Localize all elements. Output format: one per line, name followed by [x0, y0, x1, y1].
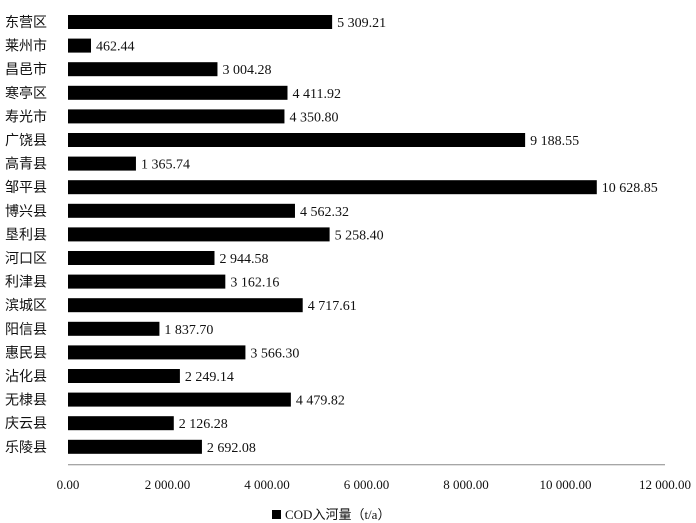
x-tick-label: 0.00 — [57, 477, 80, 492]
x-tick-label: 4 000.00 — [244, 477, 290, 492]
bar — [68, 298, 303, 313]
bar — [68, 15, 333, 29]
bar — [68, 251, 215, 265]
value-label: 1 837.70 — [164, 323, 213, 338]
value-label: 5 258.40 — [335, 228, 384, 243]
category-label: 庆云县 — [5, 416, 47, 432]
category-labels: 东营区莱州市昌邑市寒亭区寿光市广饶县高青县邹平县博兴县垦利县河口区利津县滨城区阳… — [5, 15, 47, 456]
bar — [68, 133, 526, 147]
bar — [68, 369, 180, 383]
value-label: 1 365.74 — [141, 158, 190, 173]
x-tick-label: 10 000.00 — [540, 477, 592, 492]
value-label: 4 562.32 — [300, 205, 349, 220]
bar — [68, 109, 285, 124]
category-label: 利津县 — [5, 275, 47, 291]
bar-series — [68, 15, 597, 454]
category-label: 无棣县 — [5, 393, 47, 409]
category-label: 邹平县 — [5, 180, 47, 196]
category-label: 阳信县 — [5, 322, 47, 338]
category-label: 乐陵县 — [5, 440, 47, 456]
value-label: 462.44 — [96, 40, 135, 55]
category-label: 寒亭区 — [5, 85, 47, 102]
value-label: 3 004.28 — [222, 63, 271, 78]
value-label: 2 126.28 — [179, 417, 228, 432]
x-tick-label: 6 000.00 — [344, 477, 390, 492]
category-label: 垦利县 — [5, 227, 47, 243]
value-label: 4 350.80 — [289, 110, 338, 125]
x-tick-label: 12 000.00 — [639, 477, 691, 492]
x-tick-labels: 0.00 2 000.00 4 000.00 6 000.00 8 000.00 10 0… — [57, 477, 691, 492]
value-label: 4 411.92 — [292, 87, 340, 102]
bar — [68, 274, 226, 289]
bar — [68, 203, 295, 218]
legend-swatch — [272, 510, 281, 519]
bar — [68, 416, 174, 431]
value-label: 10 628.85 — [602, 181, 658, 196]
category-label: 高青县 — [5, 156, 47, 173]
category-label: 莱州市 — [5, 38, 47, 55]
value-label: 3 566.30 — [250, 346, 299, 361]
bar — [68, 62, 218, 77]
category-label: 昌邑市 — [5, 61, 47, 78]
bar — [68, 180, 597, 195]
bar — [68, 392, 291, 407]
category-label: 沾化县 — [5, 369, 47, 385]
bar — [68, 439, 202, 454]
bar — [68, 85, 288, 100]
legend: COD入河量（t/a） — [272, 507, 390, 522]
category-label: 寿光市 — [5, 108, 47, 125]
category-label: 惠民县 — [5, 345, 47, 361]
value-label: 5 309.21 — [337, 16, 386, 31]
category-label: 滨城区 — [5, 298, 47, 314]
value-label: 2 944.58 — [219, 252, 268, 267]
bar — [68, 345, 246, 360]
legend-label: COD入河量（t/a） — [285, 507, 390, 522]
category-label: 博兴县 — [5, 203, 47, 220]
x-tick-label: 2 000.00 — [145, 477, 191, 492]
value-label: 4 479.82 — [296, 394, 345, 409]
bar — [68, 321, 160, 336]
value-label: 2 249.14 — [185, 370, 234, 385]
bar — [68, 38, 92, 53]
category-label: 河口区 — [5, 251, 47, 267]
value-label: 9 188.55 — [530, 134, 579, 149]
value-label: 2 692.08 — [207, 441, 256, 456]
value-label: 4 717.61 — [308, 299, 357, 314]
category-label: 广饶县 — [5, 133, 47, 149]
x-tick-label: 8 000.00 — [443, 477, 489, 492]
bar — [68, 156, 136, 171]
bar — [68, 227, 330, 242]
value-label: 3 162.16 — [230, 276, 279, 291]
category-label: 东营区 — [5, 15, 47, 31]
value-labels: 5 309.21 462.44 3 004.28 4 411.92 4 350.80 9 … — [96, 16, 658, 456]
